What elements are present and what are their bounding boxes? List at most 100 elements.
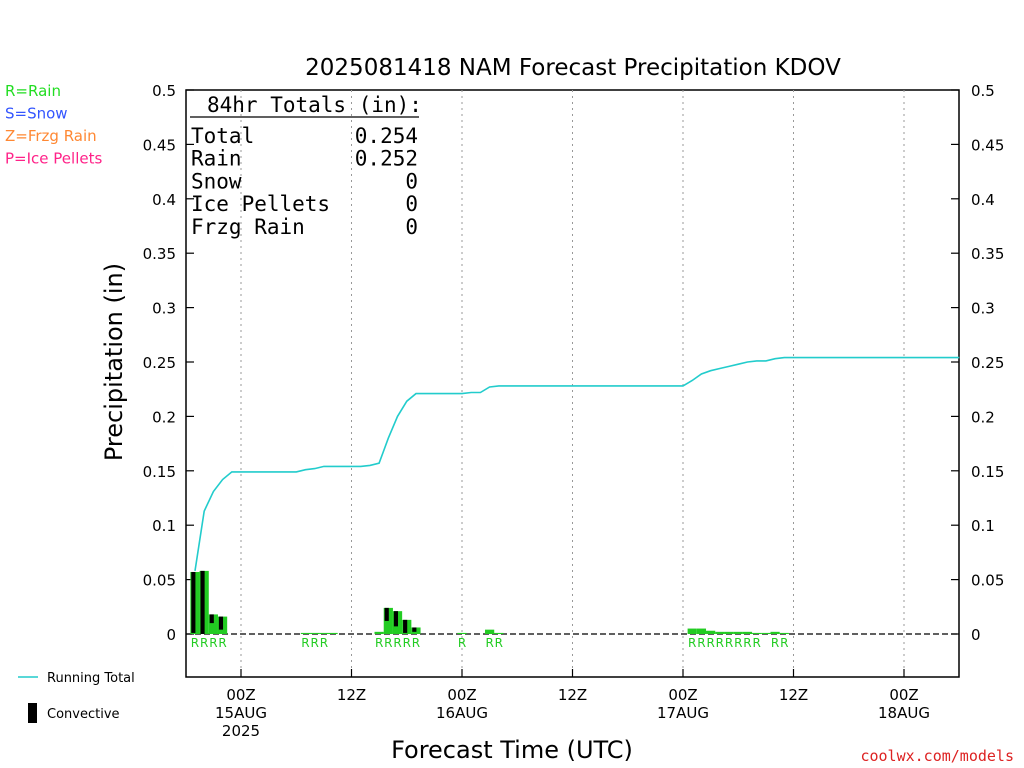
totals-header: 84hr Totals (in): xyxy=(207,93,422,117)
ptype-code: R xyxy=(716,636,724,650)
totals-row-label: Rain xyxy=(191,147,242,171)
y-axis-right-ticks: 0 0.05 0.1 0.15 0.2 0.25 0.3 0.35 0.4 0.45 0.5 xyxy=(951,82,1004,644)
y-tick-label: 0.45 xyxy=(971,136,1004,154)
precip-bar xyxy=(770,631,780,634)
vertical-gridlines xyxy=(240,90,905,677)
x-tick-label: 18AUG xyxy=(878,704,930,722)
y-tick-label: 0.15 xyxy=(143,463,176,481)
precip-bar xyxy=(319,632,329,634)
totals-row-value: 0 xyxy=(405,192,418,216)
precip-bar xyxy=(779,632,789,634)
x-tick-label: 00Z xyxy=(668,686,697,704)
convective-bar xyxy=(209,614,214,624)
ptype-code: R xyxy=(384,636,392,650)
totals-row-label: Ice Pellets xyxy=(191,192,330,216)
ptype-code: R xyxy=(688,636,696,650)
convective-bar xyxy=(200,570,205,634)
y-tick-label: 0.5 xyxy=(971,82,995,100)
y-tick-label: 0.25 xyxy=(971,354,1004,372)
precip-bar xyxy=(485,629,495,634)
precip-bar xyxy=(696,628,707,634)
precip-bar xyxy=(687,628,697,634)
precip-bar xyxy=(328,632,338,634)
ptype-code: R xyxy=(393,636,401,650)
x-tick-label: 12Z xyxy=(337,686,366,704)
ptype-code: R xyxy=(485,636,493,650)
y-tick-label: 0.5 xyxy=(152,82,176,100)
y-tick-label: 0 xyxy=(166,626,176,644)
y-tick-label: 0.3 xyxy=(152,300,176,318)
ptype-legend-item: R=Rain xyxy=(5,82,61,100)
totals-row-label: Total xyxy=(191,124,254,148)
convective-legend-swatch xyxy=(28,703,37,723)
ptype-code: R xyxy=(301,636,309,650)
precip-bar xyxy=(724,631,734,634)
y-tick-label: 0.15 xyxy=(971,463,1004,481)
x-tick-label: 17AUG xyxy=(657,704,709,722)
ptype-legend-item: S=Snow xyxy=(5,105,68,123)
precip-bar xyxy=(733,631,743,634)
x-tick-label: 16AUG xyxy=(436,704,488,722)
precip-type-legend: R=Rain S=Snow Z=Frzg Rain P=Ice Pellets xyxy=(5,82,102,168)
y-tick-label: 0.45 xyxy=(143,136,176,154)
x-tick-label: 00Z xyxy=(226,686,255,704)
y-tick-label: 0.4 xyxy=(152,191,176,209)
ptype-code: R xyxy=(218,636,226,650)
ptype-legend-item: P=Ice Pellets xyxy=(5,150,102,168)
x-tick-label: 00Z xyxy=(889,686,918,704)
ptype-code: R xyxy=(780,636,788,650)
ptype-legend-item: Z=Frzg Rain xyxy=(5,127,97,145)
convective-bar xyxy=(403,619,408,633)
ptype-code: R xyxy=(310,636,318,650)
y-tick-label: 0 xyxy=(971,626,981,644)
precip-bar xyxy=(715,631,725,634)
x-tick-label: 00Z xyxy=(447,686,476,704)
running-total-legend-label: Running Total xyxy=(47,671,135,686)
precip-bar xyxy=(374,631,384,634)
x-tick-label: 2025 xyxy=(222,722,260,740)
convective-legend-label: Convective xyxy=(47,707,120,722)
ptype-code: R xyxy=(752,636,760,650)
ptype-code: R xyxy=(743,636,751,650)
precip-bar xyxy=(494,632,504,634)
precip-bar xyxy=(300,632,311,634)
convective-bar xyxy=(393,611,399,627)
totals-row-value: 0 xyxy=(405,215,418,239)
y-axis-left-ticks: 0 0.05 0.1 0.15 0.2 0.25 0.3 0.35 0.4 0.45 0.5 xyxy=(143,82,194,644)
ptype-code: R xyxy=(771,636,779,650)
y-tick-label: 0.1 xyxy=(152,517,176,535)
totals-row-value: 0.254 xyxy=(355,124,418,148)
chart-title: 2025081418 NAM Forecast Precipitation KD… xyxy=(305,55,841,81)
ptype-code: R xyxy=(458,636,466,650)
y-tick-label: 0.1 xyxy=(971,517,995,535)
y-tick-label: 0.05 xyxy=(143,572,176,590)
running-total-line xyxy=(194,356,960,572)
totals-row-label: Frzg Rain xyxy=(191,215,305,239)
y-tick-label: 0.3 xyxy=(971,300,995,318)
y-tick-label: 0.05 xyxy=(971,572,1004,590)
x-tick-label: 15AUG xyxy=(215,704,267,722)
ptype-code: R xyxy=(200,636,208,650)
ptype-code: R xyxy=(209,636,217,650)
ptype-code: R xyxy=(697,636,705,650)
precip-bar xyxy=(457,632,467,634)
precip-bar xyxy=(208,614,218,634)
ptype-code: R xyxy=(320,636,328,650)
y-tick-label: 0.4 xyxy=(971,191,995,209)
x-tick-label: 12Z xyxy=(558,686,587,704)
ptype-code: R xyxy=(734,636,742,650)
convective-bar xyxy=(191,571,196,633)
convective-bar xyxy=(384,607,389,621)
y-axis-label: Precipitation (in) xyxy=(100,263,128,461)
ptype-code: R xyxy=(706,636,714,650)
y-tick-label: 0.2 xyxy=(152,408,176,426)
x-axis-label: Forecast Time (UTC) xyxy=(391,736,633,764)
precip-bar xyxy=(761,632,771,634)
totals-row-label: Snow xyxy=(191,169,242,193)
y-tick-label: 0.35 xyxy=(971,245,1004,263)
ptype-code: R xyxy=(725,636,733,650)
x-tick-label: 12Z xyxy=(779,686,808,704)
